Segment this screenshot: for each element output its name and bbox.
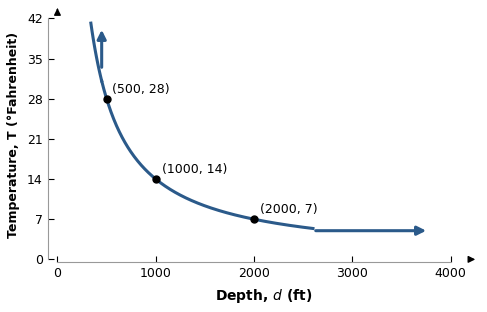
Y-axis label: Temperature, T (°Fahrenheit): Temperature, T (°Fahrenheit): [7, 32, 20, 238]
X-axis label: Depth, $d$ (ft): Depth, $d$ (ft): [215, 287, 313, 305]
Text: (500, 28): (500, 28): [112, 83, 170, 96]
Text: (1000, 14): (1000, 14): [162, 163, 227, 176]
Text: (2000, 7): (2000, 7): [260, 203, 318, 216]
